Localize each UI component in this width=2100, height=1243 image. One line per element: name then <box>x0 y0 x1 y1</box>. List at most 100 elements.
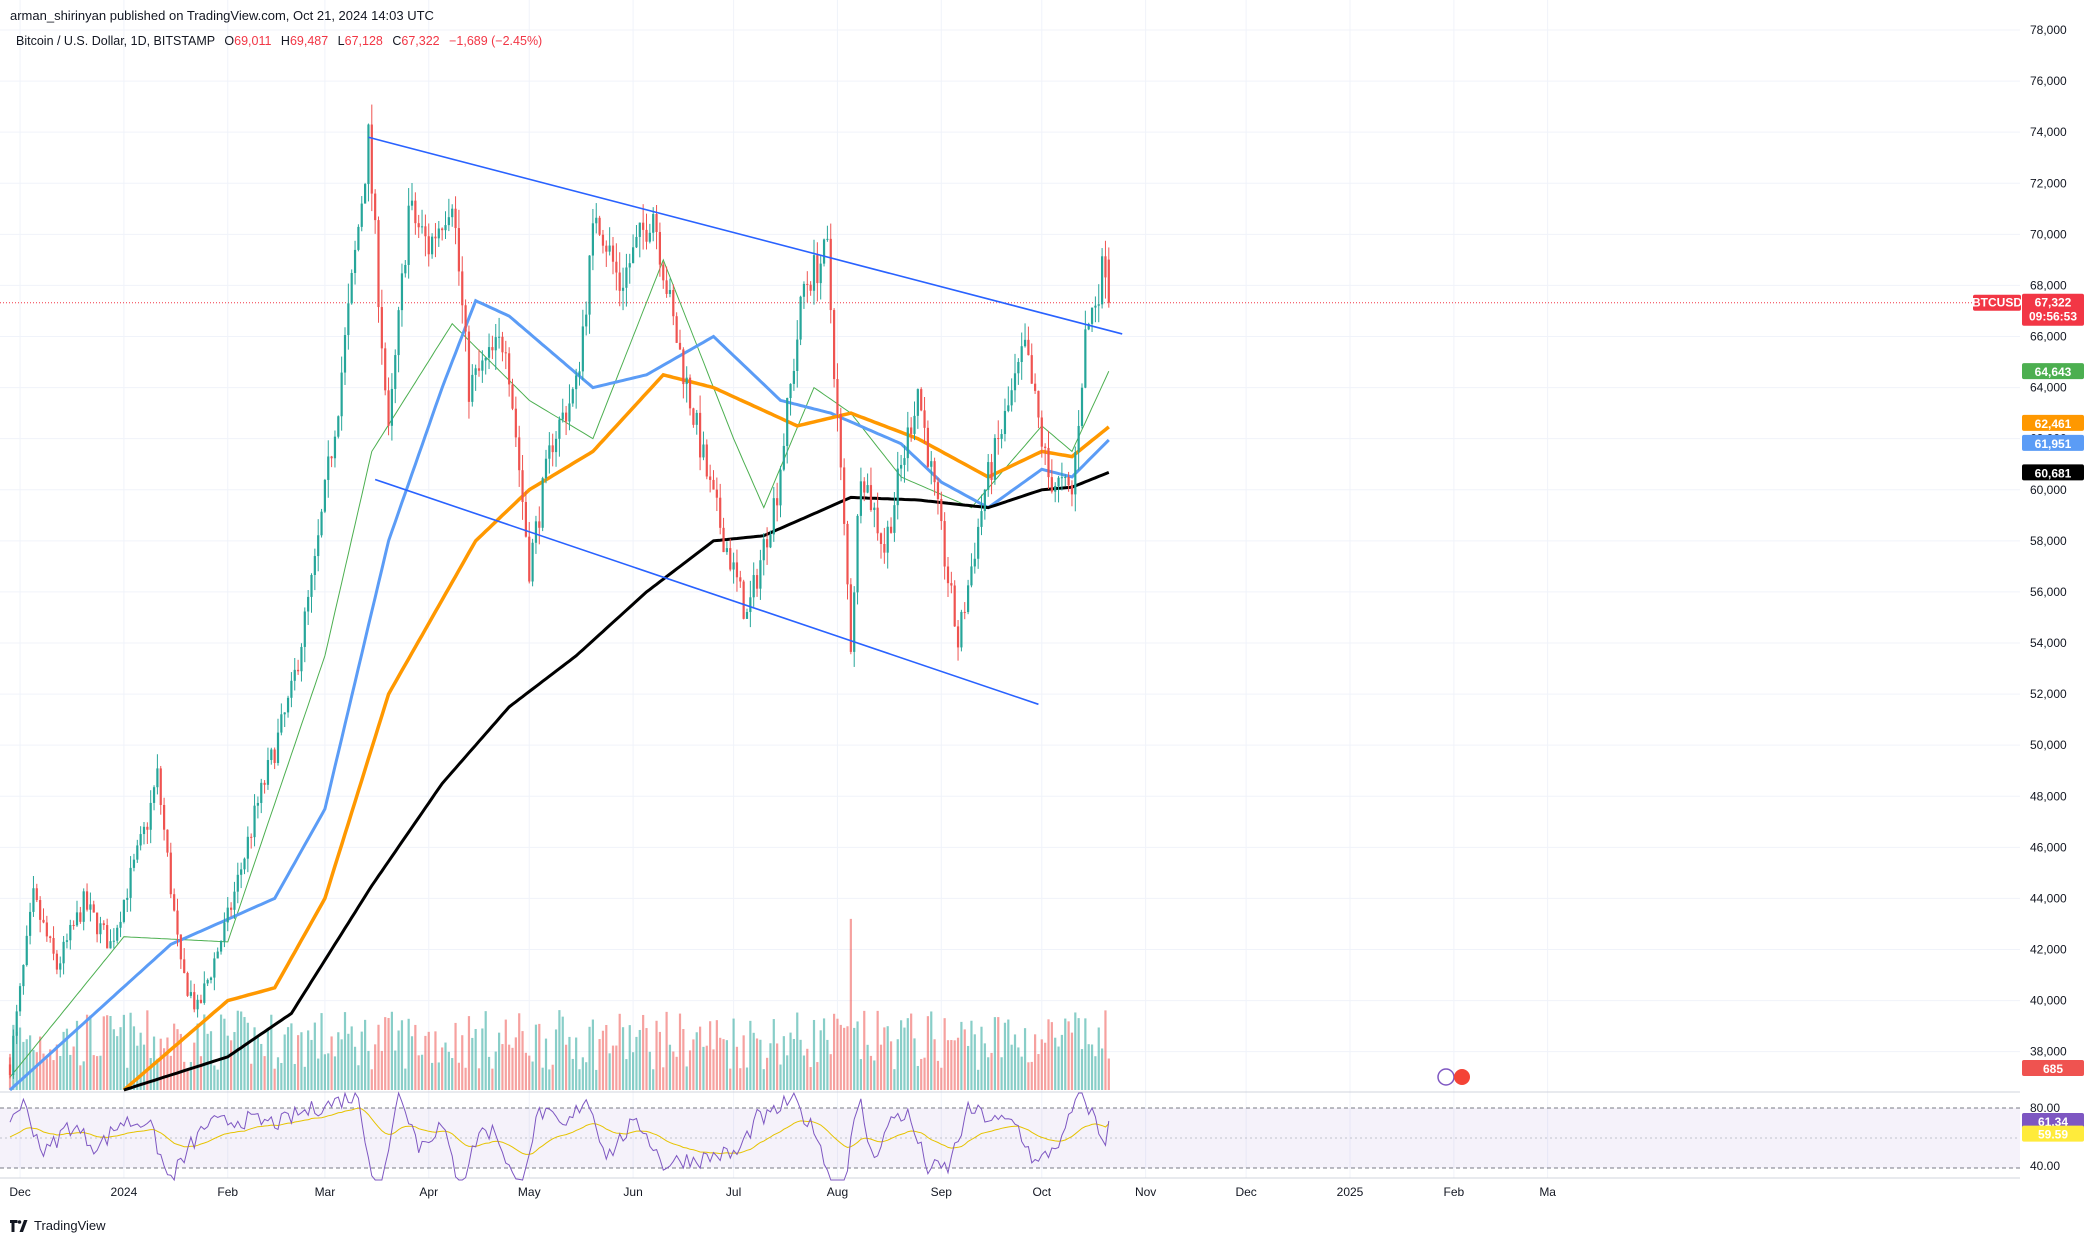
volume-bar <box>504 1019 507 1090</box>
volume-bar <box>903 1027 906 1090</box>
candle-body <box>682 349 685 385</box>
volume-bar <box>303 1066 306 1090</box>
candle-body <box>712 479 715 490</box>
candle-body <box>149 802 152 830</box>
candle-body <box>665 280 668 294</box>
candle-body <box>209 977 213 980</box>
volume-bar <box>729 1068 732 1090</box>
volume-bar <box>776 1043 779 1090</box>
candle-body <box>913 415 916 434</box>
volume-bar <box>1020 1056 1023 1090</box>
volume-bar <box>772 1019 775 1090</box>
price-tick-label: 50,000 <box>2030 738 2067 752</box>
volume-bar <box>404 1068 407 1090</box>
candle-body <box>1010 390 1013 406</box>
time-axis[interactable]: Dec 2024 Feb Mar Apr May Jun Jul Aug Sep Oct Nov Dec… <box>9 1185 1556 1199</box>
volume-bar <box>953 1040 956 1090</box>
volume-bar <box>343 1012 347 1090</box>
volume-bar <box>699 1026 702 1090</box>
volume-bar <box>779 1064 782 1090</box>
candle-body <box>930 461 933 467</box>
symbol-title[interactable]: Bitcoin / U.S. Dollar, 1D, BITSTAMP <box>16 34 215 48</box>
volume-bar <box>434 1031 437 1090</box>
volume-bar <box>906 1018 909 1090</box>
volume-bar <box>260 1043 263 1090</box>
candle-body <box>749 597 752 613</box>
volume-bar <box>59 1056 62 1090</box>
price-axis[interactable]: 78,000 76,000 74,000 72,000 70,000 68,000 66,0… <box>2030 23 2067 1173</box>
candle-body <box>990 462 993 480</box>
candle-body <box>72 924 75 926</box>
candlestick-series <box>8 104 1110 1079</box>
volume-bar <box>598 1039 601 1090</box>
candle-body <box>347 303 350 336</box>
candle-body <box>263 782 266 785</box>
volume-bar <box>424 1035 427 1090</box>
candle-body <box>581 326 584 372</box>
candle-body <box>42 919 45 923</box>
candle-body <box>481 360 484 371</box>
candle-body <box>893 505 896 533</box>
candle-body <box>156 768 159 788</box>
candle-body <box>632 247 635 264</box>
candle-body <box>400 273 404 311</box>
change-value: −1,689 (−2.45%) <box>449 34 543 48</box>
candle-body <box>173 894 176 911</box>
candle-body <box>52 938 55 954</box>
volume-bar <box>18 1027 22 1090</box>
candle-body <box>729 548 732 570</box>
tradingview-footer[interactable]: TradingView <box>10 1218 106 1233</box>
volume-bar <box>1010 1044 1013 1090</box>
candle-body <box>420 226 424 228</box>
candle-body <box>310 574 313 597</box>
volume-bar <box>568 1036 571 1090</box>
volume-bar <box>923 1057 926 1090</box>
candle-body <box>330 456 333 459</box>
candle-body <box>253 805 256 838</box>
volume-bar <box>29 1035 32 1090</box>
volume-bar <box>511 1047 514 1090</box>
candle-body <box>467 331 471 402</box>
volume-bar <box>55 1044 58 1090</box>
price-tick-label: 64,000 <box>2030 381 2067 395</box>
volume-bar <box>655 1020 658 1090</box>
price-tick-label: 42,000 <box>2030 943 2067 957</box>
candle-body <box>286 697 290 713</box>
volume-bar <box>183 1061 186 1090</box>
volume-bar <box>1064 1018 1067 1090</box>
volume-bar <box>1023 1028 1027 1090</box>
volume-bar <box>213 1065 216 1090</box>
volume-bar <box>940 1067 943 1090</box>
candle-body <box>297 669 300 672</box>
candle-body <box>695 412 698 425</box>
candle-body <box>1013 373 1017 391</box>
time-tick-label: Dec <box>1235 1185 1256 1199</box>
volume-bar <box>829 1054 832 1090</box>
candle-body <box>806 283 809 285</box>
volume-bar <box>541 1067 544 1090</box>
candle-body <box>769 534 772 548</box>
volume-bar <box>1030 1061 1033 1090</box>
volume-bar <box>816 1062 819 1090</box>
candle-body <box>950 583 953 586</box>
channel-trendlines[interactable] <box>368 136 1123 706</box>
volume-bar <box>330 1036 333 1090</box>
volume-bar <box>977 1069 980 1090</box>
close-value: 67,322 <box>401 34 440 48</box>
time-tick-label: Oct <box>1032 1185 1051 1199</box>
volume-bar <box>116 1036 119 1090</box>
candle-body <box>417 223 420 228</box>
candle-body <box>732 562 735 570</box>
volume-bar <box>635 1036 638 1090</box>
candle-body <box>163 804 166 830</box>
trendline <box>374 478 1039 706</box>
time-tick-label: Apr <box>419 1185 438 1199</box>
candle-body <box>454 208 457 229</box>
candle-body <box>755 575 759 589</box>
candle-body <box>625 267 628 288</box>
candle-body <box>668 290 672 294</box>
volume-bar <box>1097 1027 1100 1090</box>
candle-body <box>343 335 347 373</box>
candle-body <box>8 1064 12 1075</box>
